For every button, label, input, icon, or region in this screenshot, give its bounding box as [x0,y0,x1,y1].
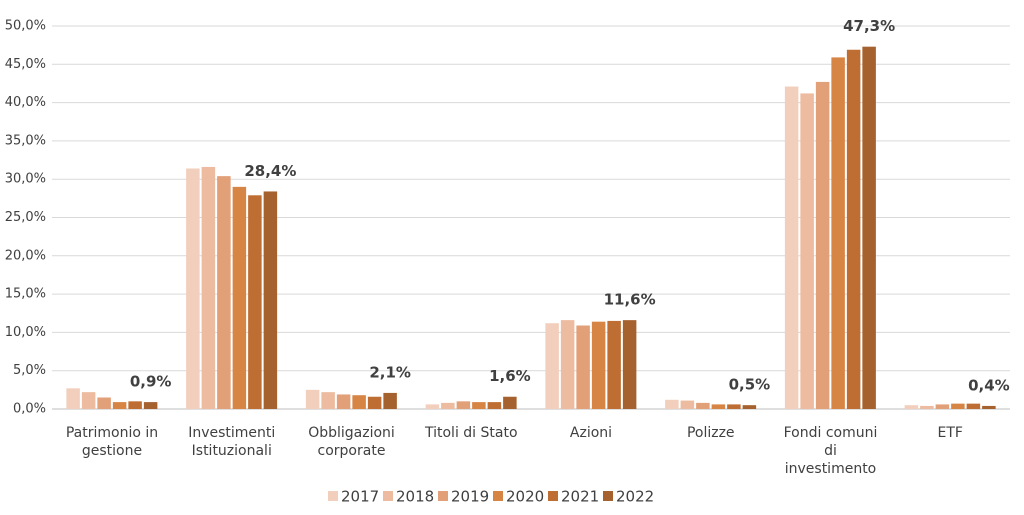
bar [904,405,919,409]
bar [951,403,965,409]
bar [665,399,679,409]
y-tick-label: 20,0% [5,248,46,263]
bar [576,325,590,409]
y-tick-label: 15,0% [5,287,46,302]
bar [112,402,127,409]
bar [472,402,486,409]
bar [321,392,335,409]
data-label: 0,4% [968,376,1010,394]
y-tick-label: 35,0% [5,133,46,148]
bar [622,320,637,409]
data-label: 47,3% [843,17,895,35]
bar [607,320,621,409]
legend-swatch [328,491,338,501]
x-tick-label: Fondi comuni di investimento [783,425,878,477]
x-tick-label: Azioni [569,425,613,441]
bar [97,397,111,409]
bar [66,388,80,409]
bar [336,394,351,409]
bar [920,405,934,409]
legend-swatch [383,491,393,501]
y-tick-label: 5,0% [13,363,46,378]
bar [591,321,606,409]
y-tick-label: 45,0% [5,57,46,72]
data-label: 11,6% [604,291,656,309]
bar [487,402,502,409]
x-tick-label: Patrimonio in gestione [65,425,159,459]
bar [935,404,950,409]
bar [784,86,799,409]
y-tick-label: 30,0% [5,172,46,187]
bar [742,405,757,409]
data-label: 2,1% [369,363,411,381]
bar [305,389,320,409]
legend-swatch [493,491,503,501]
x-tick-label: Obbligazioni corporate [308,425,395,459]
bar [263,191,278,409]
legend-label: 2022 [616,488,654,506]
bar [248,195,262,409]
bar [831,57,845,409]
bar [982,405,996,409]
data-label: 1,6% [489,367,531,385]
bar [128,401,142,409]
bar [560,320,575,409]
legend-label: 2019 [451,488,489,506]
bar [815,81,830,409]
legend-label: 2020 [506,488,544,506]
bar [367,396,382,409]
bar [711,404,726,409]
bar [81,392,96,409]
data-label: 0,9% [130,373,172,391]
bar [425,404,440,409]
bar [456,401,471,409]
bar [186,168,200,409]
x-tick-label: Investimenti Istituzionali [188,425,276,459]
x-tick-label: ETF [937,425,963,441]
data-label: 0,5% [729,376,771,394]
bar [201,166,216,409]
legend-label: 2017 [341,488,379,506]
legend-label: 2018 [396,488,434,506]
y-tick-label: 50,0% [5,19,46,34]
bar [143,402,158,409]
legend-label: 2021 [561,488,599,506]
bar [696,402,710,409]
legend-swatch [603,491,613,501]
bar [352,395,366,409]
data-label: 28,4% [244,162,296,180]
bar [232,186,247,409]
bar [217,176,231,409]
x-tick-label: Polizze [686,425,735,441]
x-tick-label: Titoli di Stato [424,425,518,441]
y-tick-label: 10,0% [5,325,46,340]
bar [727,404,741,409]
bar [383,392,397,409]
y-tick-label: 25,0% [5,210,46,225]
bar [441,402,455,409]
bar [966,403,981,409]
bar [800,93,814,410]
y-tick-label: 40,0% [5,95,46,110]
bar [545,323,559,409]
bar [846,49,861,409]
bar [862,46,876,409]
legend-swatch [438,491,448,501]
bar [503,396,517,409]
legend-swatch [548,491,558,501]
y-tick-label: 0,0% [13,402,46,417]
bar [680,400,695,409]
